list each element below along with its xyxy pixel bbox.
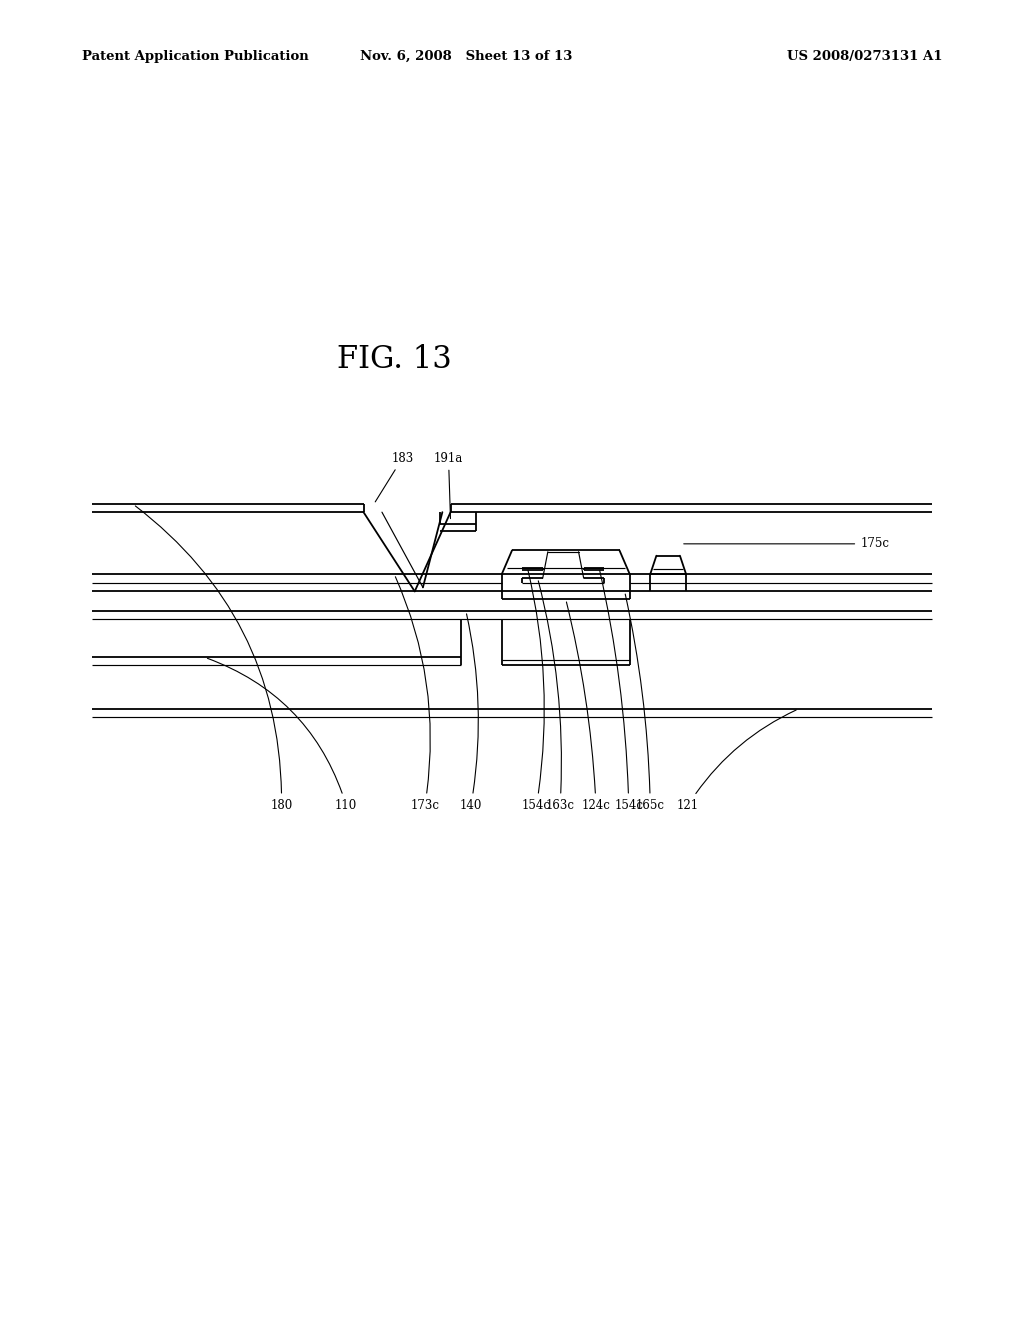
Text: 183: 183 [375, 451, 414, 502]
Text: 140: 140 [460, 614, 482, 812]
Text: 165c: 165c [626, 594, 665, 812]
Text: FIG. 13: FIG. 13 [337, 343, 452, 375]
Text: 175c: 175c [684, 537, 889, 550]
Text: 180: 180 [135, 506, 293, 812]
Text: 154c: 154c [600, 570, 643, 812]
Text: 173c: 173c [395, 577, 439, 812]
Text: 191a: 191a [434, 451, 463, 519]
Text: Patent Application Publication: Patent Application Publication [82, 50, 308, 63]
Text: 124c: 124c [566, 602, 610, 812]
Text: 121: 121 [677, 710, 797, 812]
Text: 110: 110 [208, 659, 357, 812]
Text: 154c: 154c [522, 570, 551, 812]
Text: Nov. 6, 2008   Sheet 13 of 13: Nov. 6, 2008 Sheet 13 of 13 [359, 50, 572, 63]
Text: US 2008/0273131 A1: US 2008/0273131 A1 [786, 50, 942, 63]
Text: 163c: 163c [539, 581, 574, 812]
